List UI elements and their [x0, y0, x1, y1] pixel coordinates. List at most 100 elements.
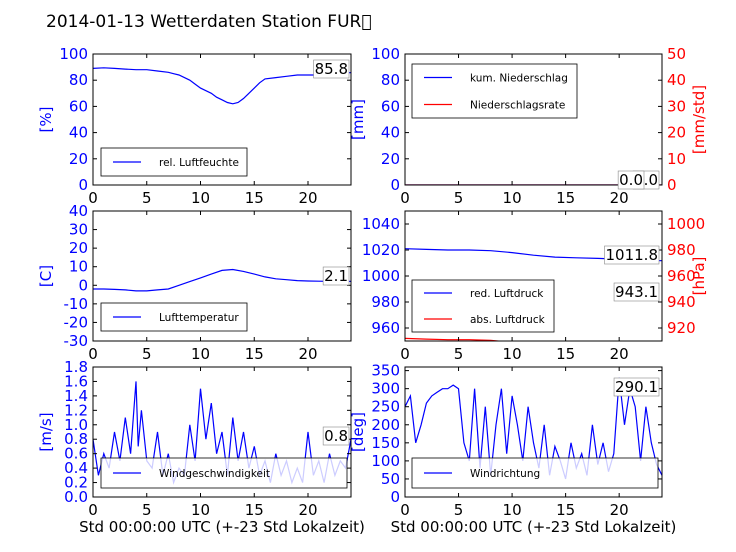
value-annotation-box — [322, 426, 350, 446]
x-tick-label: 20 — [610, 189, 629, 207]
y2-tick-label: 20 — [667, 124, 686, 142]
x-tick-label: 20 — [298, 345, 317, 363]
x-tick-label: 0 — [88, 189, 98, 207]
y-tick-label: 200 — [371, 416, 400, 434]
y-tick-label: 150 — [371, 434, 400, 452]
axes-frame-wind_direction — [404, 366, 663, 498]
y-tick-label: 60 — [381, 97, 400, 115]
y2-tick-label: 0 — [667, 176, 677, 194]
y-tick-label: 60 — [69, 97, 88, 115]
y-tick-label: 20 — [381, 150, 400, 168]
value-annotation: 2.1 — [324, 267, 348, 285]
x-tick-label: 5 — [142, 345, 152, 363]
y2-tick-label: 30 — [667, 97, 686, 115]
y-tick-label: 0 — [390, 488, 400, 506]
panel-precipitation: 0 5 10 15 20 0 20 40 60 80 100 0 10 20 30 40 50 [mm] [mm/s… — [349, 45, 708, 207]
x-tick-label: 0 — [400, 345, 410, 363]
figure-title: 2014-01-13 Wetterdaten Station FUR  — [46, 12, 372, 32]
x-tick-label: 15 — [556, 501, 575, 519]
value-annotation-box — [322, 266, 350, 286]
value-annotation-box — [613, 282, 660, 302]
y-tick-label: 100 — [371, 452, 400, 470]
y-tick-label: 350 — [371, 362, 400, 380]
y-tick-label: 1020 — [362, 241, 400, 259]
x-tick-label: 5 — [454, 189, 464, 207]
x-axis-label: Std 00:00:00 UTC (+-23 Std Lokalzeit) — [79, 518, 365, 536]
axes-frame-wind_speed — [92, 366, 352, 498]
y-tick-label: -20 — [64, 313, 89, 331]
x-tick-label: 10 — [191, 345, 210, 363]
y2-tick-label: 40 — [667, 71, 686, 89]
y-axis-label: [C] — [37, 265, 55, 287]
y2-tick-label: 10 — [667, 150, 686, 168]
y-tick-label: 1.4 — [64, 387, 88, 405]
x-tick-label: 5 — [454, 501, 464, 519]
y-tick-label: 20 — [69, 239, 88, 257]
y2-tick-label: 50 — [667, 45, 686, 63]
x-tick-label: 5 — [142, 189, 152, 207]
legend-box-wind_speed — [100, 457, 348, 489]
y2-tick-label: 940 — [667, 293, 696, 311]
y-tick-label: 50 — [381, 470, 400, 488]
series-line-pressure-1 — [405, 337, 505, 341]
axes-frame-temperature — [92, 210, 352, 342]
legend-box-wind_direction — [411, 457, 659, 489]
x-tick-label: 15 — [245, 501, 264, 519]
y-tick-label: -10 — [64, 295, 89, 313]
value-annotation-box — [613, 377, 660, 397]
y-tick-label: 1000 — [362, 267, 400, 285]
x-tick-label: 15 — [556, 345, 575, 363]
x-tick-label: 15 — [245, 345, 264, 363]
y-tick-label: 30 — [69, 221, 88, 239]
x-tick-label: 0 — [88, 345, 98, 363]
series-line-wind_speed-0 — [93, 381, 351, 485]
y2-axis-label: [mm/std] — [690, 85, 708, 154]
legend-label: Windrichtung — [470, 468, 540, 480]
y-tick-label: 0.8 — [64, 430, 88, 448]
x-tick-label: 0 — [400, 501, 410, 519]
y-axis-label: [m/s] — [37, 412, 55, 451]
y-tick-label: 0.6 — [64, 445, 88, 463]
x-tick-label: 20 — [298, 501, 317, 519]
x-tick-label: 10 — [503, 501, 522, 519]
x-tick-label: 15 — [245, 189, 264, 207]
y-tick-label: 1.8 — [64, 358, 88, 376]
x-tick-label: 20 — [610, 501, 629, 519]
x-axis-label: Std 00:00:00 UTC (+-23 Std Lokalzeit) — [391, 518, 677, 536]
x-tick-label: 15 — [556, 189, 575, 207]
legend-label: Lufttemperatur — [159, 312, 239, 324]
value-annotation: 85.8 — [315, 60, 348, 78]
y-axis-label: [%] — [37, 107, 55, 133]
value-annotation: 1011.8 — [606, 246, 659, 264]
y-tick-label: 0 — [78, 176, 88, 194]
axes-frame-humidity — [92, 53, 352, 186]
legend-box-precipitation — [411, 63, 578, 119]
y-axis-label: [mm] — [349, 99, 367, 140]
y-tick-label: 20 — [69, 150, 88, 168]
y-tick-label: 80 — [381, 71, 400, 89]
value-annotation-box — [604, 245, 660, 265]
legend-label: red. Luftdruck — [470, 288, 544, 300]
y-tick-label: 0.4 — [64, 459, 88, 477]
x-tick-label: 5 — [454, 345, 464, 363]
y-tick-label: 100 — [371, 45, 400, 63]
x-tick-label: 10 — [503, 345, 522, 363]
y-tick-label: -30 — [64, 332, 89, 350]
y2-tick-label: 920 — [667, 319, 696, 337]
series-line-humidity-0 — [93, 67, 351, 105]
y-tick-label: 40 — [69, 202, 88, 220]
legend-label: Niederschlagsrate — [470, 100, 565, 112]
y-tick-label: 250 — [371, 398, 400, 416]
y-tick-label: 100 — [59, 45, 88, 63]
y-axis-label: [deg] — [349, 412, 367, 452]
value-annotation: 0.0 — [619, 171, 643, 189]
y-tick-label: 1040 — [362, 215, 400, 233]
y2-tick-label: 1000 — [667, 215, 705, 233]
y-tick-label: 300 — [371, 380, 400, 398]
y-tick-label: 1.2 — [64, 401, 88, 419]
value-annotation: 290.1 — [615, 378, 658, 396]
y-tick-label: 0.0 — [64, 488, 88, 506]
x-tick-label: 10 — [503, 189, 522, 207]
